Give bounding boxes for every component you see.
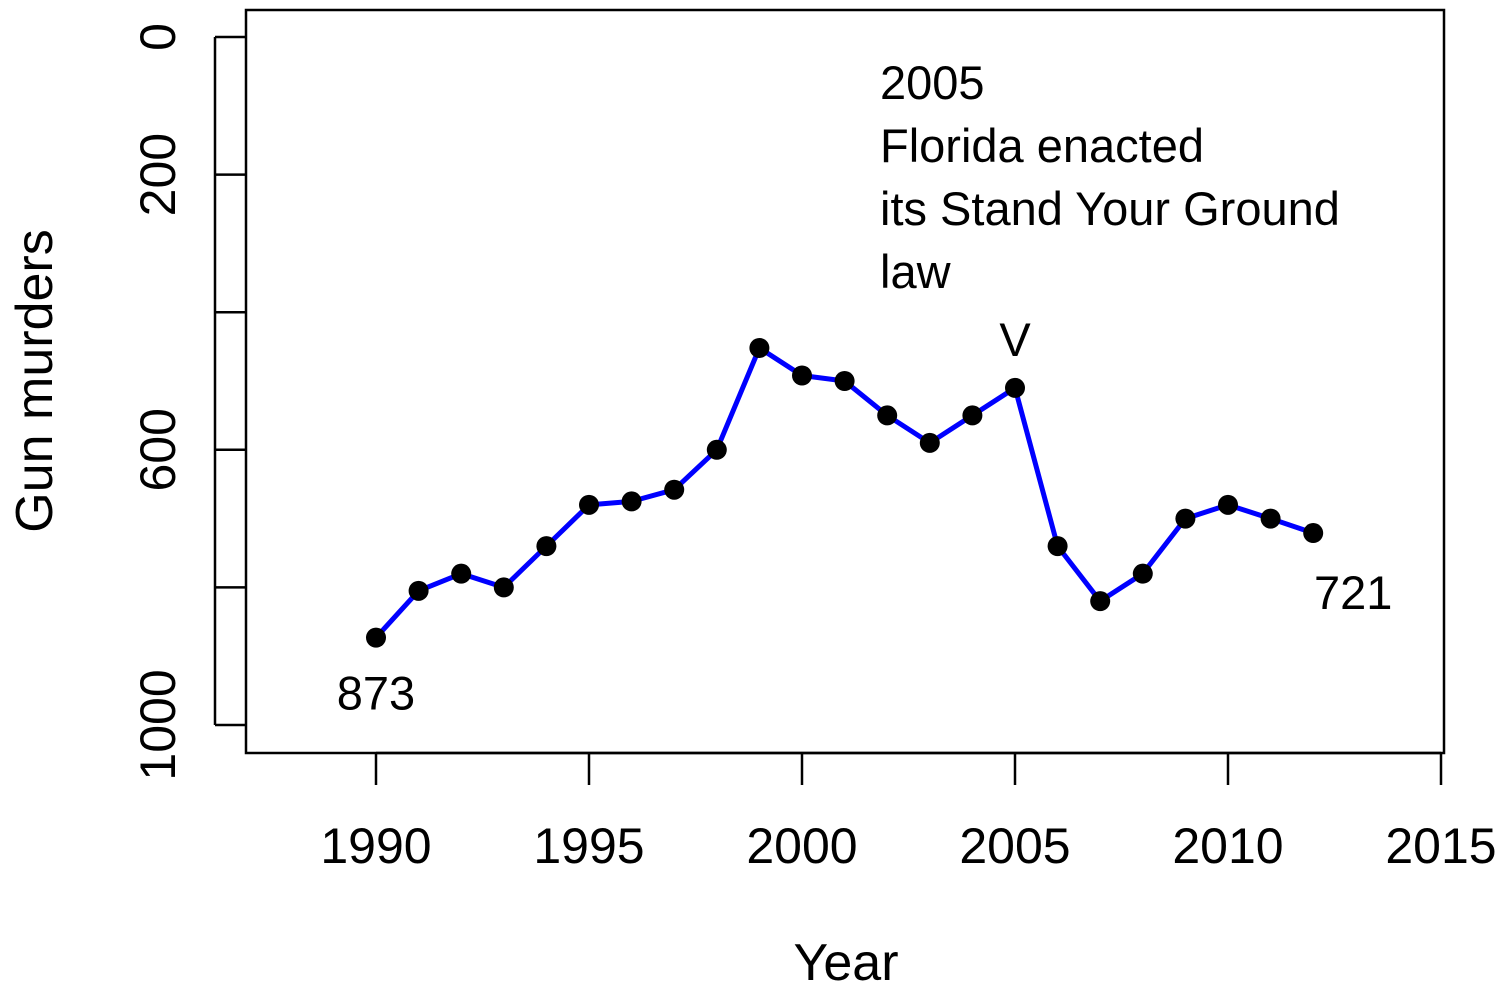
x-tick-label: 2010	[1172, 818, 1283, 874]
data-point	[451, 563, 472, 584]
x-tick-label: 2015	[1385, 818, 1496, 874]
data-point	[749, 337, 770, 358]
annotation-text: 2005 Florida enacted its Stand Your Ground…	[880, 56, 1340, 298]
data-points	[366, 337, 1324, 648]
annotation-line: law	[880, 245, 952, 298]
y-tick-label: 1000	[130, 669, 186, 780]
y-tick-label: 0	[130, 23, 186, 51]
data-point	[579, 494, 599, 515]
data-point	[1090, 591, 1111, 612]
data-point	[1218, 494, 1238, 515]
point-label: 873	[337, 667, 415, 720]
series-line	[374, 345, 1315, 640]
data-point	[834, 371, 855, 391]
x-axis: 1990 1995 2000 2005 2010 2015	[320, 751, 1497, 874]
data-point	[1260, 508, 1281, 529]
data-point	[706, 439, 727, 460]
x-tick-label: 2000	[746, 818, 857, 874]
data-point	[408, 580, 429, 601]
data-point	[962, 405, 983, 426]
y-tick-label: 600	[130, 408, 186, 491]
annotation-line: 2005	[880, 56, 985, 109]
data-point	[1047, 536, 1068, 557]
annotation-marker: V	[999, 313, 1031, 366]
data-point	[366, 627, 386, 648]
x-axis-title: Year	[793, 934, 898, 990]
y-axis-title: Gun murders	[6, 229, 64, 532]
data-point	[493, 577, 514, 598]
y-axis: 0 200 600 1000	[130, 23, 246, 781]
data-point	[919, 432, 940, 453]
data-point	[664, 479, 685, 500]
data-point	[1303, 523, 1324, 544]
x-tick-label: 1995	[533, 818, 644, 874]
data-point	[1005, 377, 1025, 398]
data-point	[1175, 508, 1196, 529]
data-point	[536, 536, 557, 557]
annotation-line: Florida enacted	[880, 119, 1204, 172]
x-tick-label: 2005	[959, 818, 1070, 874]
data-point	[621, 491, 642, 512]
data-point	[1132, 563, 1153, 584]
annotation-line: its Stand Your Ground	[880, 182, 1340, 235]
data-point	[792, 365, 812, 386]
point-label: 721	[1314, 566, 1392, 619]
point-labels: 873 721	[337, 566, 1393, 720]
data-point	[877, 405, 898, 426]
y-tick-label: 200	[130, 133, 186, 216]
x-tick-label: 1990	[320, 818, 431, 874]
